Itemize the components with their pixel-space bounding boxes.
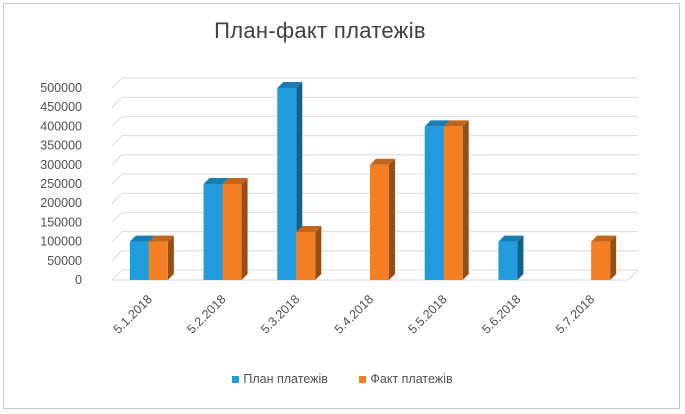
floor-right-edge [627, 269, 639, 281]
bar-side [241, 178, 248, 280]
bar-side [167, 235, 174, 280]
bar-top [424, 120, 450, 127]
gridline-depth [111, 231, 123, 242]
bar-side [315, 226, 322, 280]
bar-top [370, 158, 395, 165]
bar-top [443, 120, 469, 127]
bar-fact [370, 164, 389, 280]
bar-top [498, 235, 524, 242]
gridline-depth [111, 192, 123, 204]
gridline-depth [111, 77, 123, 89]
gridline-depth [111, 269, 123, 281]
y-tick-label: 500000 [40, 81, 82, 95]
x-tick-label: 5.6.2018 [479, 292, 523, 336]
gridline-depth [111, 154, 123, 166]
bar-top [296, 226, 322, 232]
y-tick-label: 100000 [40, 235, 82, 249]
gridline-depth [111, 250, 123, 262]
bar-fact [443, 126, 463, 281]
gridline-depth [111, 116, 123, 127]
bar-side [610, 235, 617, 280]
legend-swatch-fact [359, 376, 367, 384]
legend-label-fact: Факт платежів [370, 372, 453, 386]
bar-top [591, 235, 617, 242]
bar-fact [296, 232, 316, 280]
chart-legend: План платежів Факт платежів [0, 372, 685, 386]
bar-top [203, 178, 229, 184]
y-tick-label: 0 [75, 273, 82, 287]
gridline-depth [111, 135, 123, 146]
x-tick-label: 5.1.2018 [111, 292, 155, 336]
chart-title: План-факт платежів [214, 18, 426, 43]
bar-top [222, 178, 248, 184]
x-tick-label: 5.4.2018 [332, 292, 376, 336]
bar-top [277, 82, 303, 88]
bar-top [129, 235, 155, 242]
x-tick-label: 5.2.2018 [184, 292, 228, 336]
bar-fact [222, 184, 242, 280]
y-tick-label: 400000 [40, 119, 82, 133]
y-tick-label: 250000 [40, 177, 82, 191]
bar-plan [424, 126, 444, 281]
legend-swatch-plan [232, 376, 240, 384]
y-tick-label: 350000 [40, 139, 82, 153]
x-tick-label: 5.7.2018 [553, 292, 597, 336]
legend-label-plan: План платежів [243, 372, 328, 386]
gridline-depth [111, 173, 123, 185]
bar-fact [591, 241, 611, 280]
bar-plan [277, 88, 297, 280]
legend-item-plan: План платежів [232, 372, 328, 386]
bar-side [462, 120, 469, 281]
y-tick-label: 150000 [40, 215, 82, 229]
y-tick-label: 200000 [40, 196, 82, 210]
bar-plan [498, 241, 518, 280]
bar-side [517, 235, 524, 280]
chart-frame [3, 3, 680, 409]
gridline-depth [111, 96, 123, 108]
x-tick-label: 5.3.2018 [258, 292, 302, 336]
y-tick-label: 450000 [40, 100, 82, 114]
y-tick-label: 50000 [47, 254, 82, 268]
x-tick-label: 5.5.2018 [406, 292, 450, 336]
bar-fact [148, 241, 168, 280]
bar-top [148, 235, 174, 242]
legend-item-fact: Факт платежів [359, 372, 453, 386]
bar-plan [129, 241, 149, 280]
bar-side [389, 158, 395, 280]
gridline-depth [111, 212, 123, 223]
bar-plan [203, 184, 223, 280]
y-tick-label: 300000 [40, 158, 82, 172]
